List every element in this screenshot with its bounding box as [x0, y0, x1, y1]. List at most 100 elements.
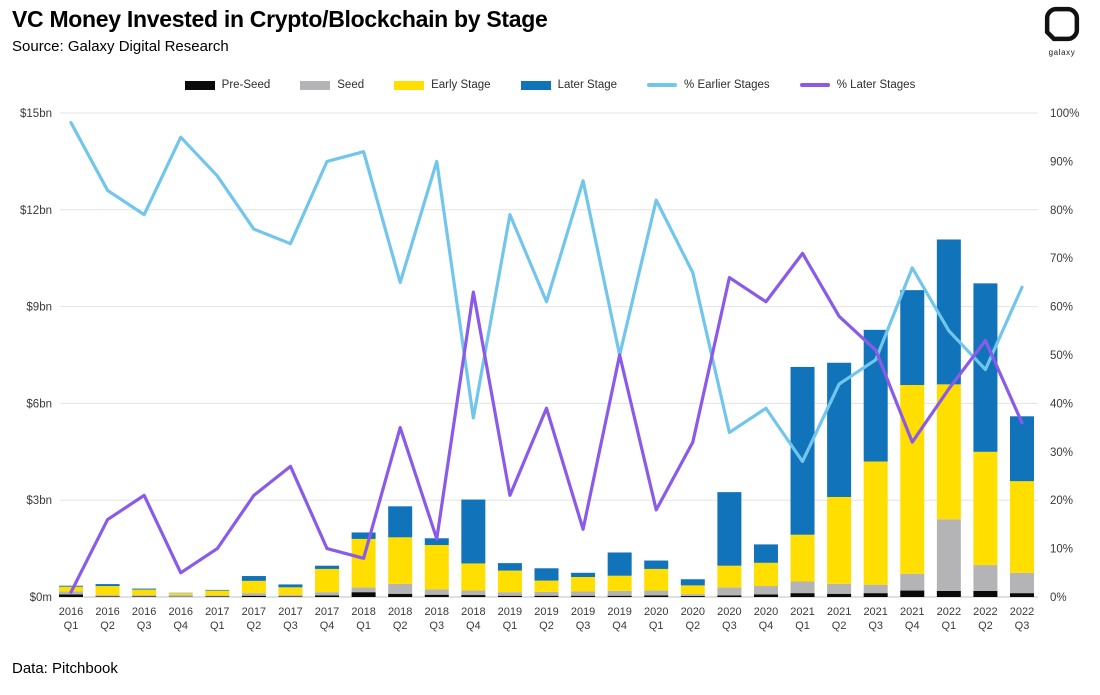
- bar-segment-seed: [132, 595, 157, 597]
- bar-segment-later-stage: [571, 572, 596, 577]
- bar-segment-pre-seed: [607, 595, 632, 597]
- bar-segment-seed: [900, 573, 925, 591]
- bar-segment-early-stage: [278, 587, 303, 596]
- x-tick-label: 2020 Q3: [717, 606, 741, 632]
- bar-segment-seed: [388, 583, 413, 594]
- bar-segment-pre-seed: [95, 596, 120, 597]
- bar-segment-early-stage: [827, 496, 852, 584]
- bar-segment-seed: [241, 593, 266, 596]
- pct-later-swatch-icon: [799, 83, 830, 87]
- bar-segment-later-stage: [205, 589, 230, 591]
- bar-segment-seed: [753, 586, 778, 595]
- x-tick-label: 2021 Q3: [863, 606, 887, 632]
- bar-segment-early-stage: [132, 589, 157, 596]
- bar-segment-later-stage: [132, 588, 157, 590]
- bar-segment-early-stage: [644, 568, 669, 591]
- x-tick-label: 2021 Q2: [827, 606, 851, 632]
- x-tick-label: 2019 Q3: [571, 606, 595, 632]
- bar-segment-seed: [607, 590, 632, 596]
- bar-segment-later-stage: [534, 568, 559, 581]
- legend-label: % Earlier Stages: [684, 79, 770, 91]
- y-axis-label-right: 80%: [1050, 205, 1073, 217]
- bar-segment-pre-seed: [461, 595, 486, 597]
- bar-segment-pre-seed: [973, 590, 998, 597]
- x-tick-label: 2020 Q4: [754, 606, 778, 632]
- legend-label: Later Stage: [557, 79, 618, 91]
- x-tick-label: 2017 Q2: [242, 606, 266, 632]
- x-tick-label: 2020 Q1: [644, 606, 668, 632]
- x-tick-label: 2019 Q1: [498, 606, 522, 632]
- pre-seed-swatch-icon: [184, 80, 215, 90]
- bar-segment-early-stage: [497, 570, 522, 593]
- bar-segment-early-stage: [95, 586, 120, 596]
- bar-segment-early-stage: [680, 585, 705, 595]
- bar-segment-seed: [278, 595, 303, 597]
- bar-segment-early-stage: [1010, 481, 1034, 573]
- x-tick-label: 2021 Q1: [790, 606, 814, 632]
- galaxy-logo: galaxy: [1040, 6, 1084, 57]
- bar-segment-early-stage: [863, 461, 888, 585]
- y-axis-label-left: $15bn: [20, 108, 52, 120]
- legend-item-early-stage: Early Stage: [394, 79, 491, 91]
- bar-segment-later-stage: [936, 239, 961, 385]
- bar-segment-early-stage: [388, 537, 413, 584]
- data-source-label: Data: Pitchbook: [12, 660, 118, 677]
- x-tick-label: 2016 Q1: [59, 606, 83, 632]
- bar-segment-later-stage: [388, 506, 413, 538]
- galaxy-logo-text: galaxy: [1048, 48, 1076, 57]
- chart-legend: Pre-Seed Seed Early Stage Later Stage % …: [0, 79, 1100, 91]
- x-tick-label: 2019 Q4: [607, 606, 631, 632]
- x-tick-label: 2017 Q1: [205, 606, 229, 632]
- bar-segment-early-stage: [315, 568, 340, 593]
- bar-segment-pre-seed: [753, 594, 778, 597]
- later-stage-swatch-icon: [520, 80, 551, 90]
- bar-segment-seed: [717, 587, 742, 596]
- x-tick-label: 2017 Q4: [315, 606, 339, 632]
- bar-segment-early-stage: [571, 576, 596, 592]
- bar-segment-pre-seed: [827, 593, 852, 597]
- x-tick-label: 2022 Q2: [973, 606, 997, 632]
- bar-segment-seed: [351, 587, 376, 593]
- bar-segment-later-stage: [717, 492, 742, 566]
- bar-segment-seed: [1010, 572, 1034, 594]
- page-title: VC Money Invested in Crypto/Blockchain b…: [12, 6, 548, 32]
- bar-segment-later-stage: [607, 552, 632, 576]
- x-tick-label: 2021 Q4: [900, 606, 924, 632]
- legend-item-seed: Seed: [300, 79, 364, 91]
- bar-segment-pre-seed: [644, 595, 669, 597]
- bar-segment-seed: [534, 591, 559, 596]
- bar-segment-seed: [571, 591, 596, 596]
- bar-segment-later-stage: [1010, 416, 1034, 482]
- bar-segment-pre-seed: [571, 595, 596, 597]
- x-tick-label: 2018 Q2: [388, 606, 412, 632]
- bar-segment-seed: [205, 595, 230, 597]
- earlier-stages-line: [69, 121, 1024, 464]
- later-stages-line: [69, 251, 1024, 594]
- bar-segment-later-stage: [241, 576, 266, 581]
- x-tick-label: 2018 Q4: [461, 606, 485, 632]
- early-stage-swatch-icon: [394, 80, 425, 90]
- bar-segment-pre-seed: [388, 593, 413, 597]
- bar-segment-pre-seed: [863, 593, 888, 597]
- bar-segment-later-stage: [278, 584, 303, 588]
- bar-segment-pre-seed: [790, 593, 815, 597]
- bar-segment-early-stage: [900, 385, 925, 574]
- legend-item-pct-earlier: % Earlier Stages: [647, 79, 770, 91]
- bar-segment-early-stage: [790, 534, 815, 582]
- x-tick-label: 2018 Q3: [425, 606, 449, 632]
- bar-segment-later-stage: [680, 579, 705, 586]
- bar-segment-seed: [95, 595, 120, 597]
- bar-segment-later-stage: [461, 499, 486, 564]
- x-tick-label: 2016 Q4: [168, 606, 192, 632]
- bar-segment-pre-seed: [315, 595, 340, 597]
- bar-segment-early-stage: [424, 545, 449, 590]
- bar-segment-seed: [461, 590, 486, 596]
- x-tick-label: 2020 Q2: [681, 606, 705, 632]
- y-axis-label-right: 70%: [1050, 253, 1073, 265]
- x-tick-label: 2017 Q3: [278, 606, 302, 632]
- pct-earlier-swatch-icon: [647, 83, 678, 87]
- source-label: Source: Galaxy Digital Research: [12, 37, 229, 55]
- y-axis-label-right: 100%: [1050, 108, 1079, 120]
